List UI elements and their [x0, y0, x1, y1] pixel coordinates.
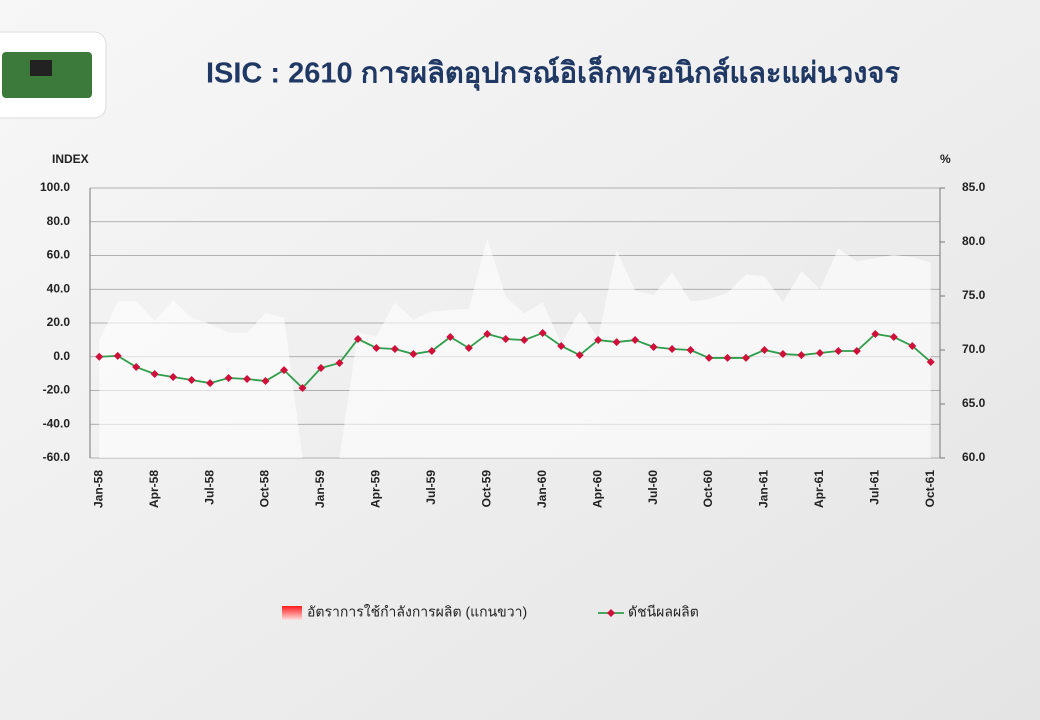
- y-tick-label: 40.0: [47, 281, 71, 295]
- chip-icon: [30, 60, 52, 76]
- y-tick-label: 80.0: [47, 214, 71, 228]
- marker: [409, 350, 418, 359]
- marker: [686, 346, 695, 354]
- marker: [908, 341, 917, 350]
- x-tick-label: Jan-61: [757, 470, 771, 508]
- legend-label: ดัชนีผลผลิต: [628, 604, 699, 620]
- marker: [261, 377, 270, 386]
- marker: [501, 335, 510, 344]
- marker: [557, 341, 566, 350]
- y2-tick-label: 60.0: [962, 450, 986, 464]
- y2-tick-label: 85.0: [962, 180, 986, 194]
- marker: [483, 329, 492, 338]
- marker: [926, 357, 935, 366]
- y-tick-label: 20.0: [47, 315, 71, 329]
- marker: [464, 343, 473, 352]
- y2-tick-label: 70.0: [962, 342, 986, 356]
- legend-marker: [607, 609, 615, 617]
- marker: [187, 376, 196, 385]
- marker: [132, 363, 141, 372]
- marker: [520, 336, 529, 345]
- marker: [723, 353, 732, 362]
- x-tick-label: Jan-60: [535, 470, 549, 508]
- y-tick-label: 100.0: [40, 180, 70, 194]
- marker: [741, 353, 750, 362]
- marker: [760, 346, 769, 354]
- y-axis-label: INDEX: [52, 152, 89, 166]
- y-tick-label: -20.0: [43, 383, 71, 397]
- marker: [631, 336, 640, 345]
- area: [99, 238, 931, 458]
- marker: [335, 358, 344, 367]
- marker: [150, 369, 159, 378]
- marker: [206, 379, 215, 388]
- marker: [889, 333, 898, 342]
- x-tick-label: Jul-61: [867, 470, 881, 505]
- marker: [298, 383, 307, 392]
- marker: [390, 344, 399, 353]
- x-tick-label: Oct-61: [923, 470, 937, 508]
- marker: [224, 374, 233, 383]
- marker: [668, 344, 677, 353]
- marker: [871, 329, 880, 338]
- marker: [95, 352, 104, 361]
- marker: [815, 349, 824, 358]
- marker: [427, 347, 436, 356]
- marker: [169, 373, 178, 381]
- marker: [113, 351, 122, 360]
- x-tick-label: Apr-61: [812, 470, 826, 508]
- y2-axis-label: %: [940, 152, 951, 166]
- y-tick-label: -60.0: [43, 450, 71, 464]
- marker: [316, 364, 325, 373]
- marker: [538, 328, 547, 337]
- chart-title: ISIC : 2610 การผลิตอุปกรณ์อิเล็กทรอนิกส์…: [206, 55, 900, 91]
- y2-tick-label: 80.0: [962, 234, 986, 248]
- marker: [353, 335, 362, 344]
- marker: [612, 338, 621, 347]
- marker: [649, 342, 658, 351]
- x-tick-label: Jan-58: [91, 470, 105, 508]
- y-tick-label: -40.0: [43, 416, 71, 430]
- x-tick-label: Oct-60: [701, 470, 715, 508]
- marker: [575, 351, 584, 360]
- marker: [778, 350, 787, 359]
- x-tick-label: Jul-58: [202, 470, 216, 505]
- marker: [243, 375, 252, 384]
- line: [99, 331, 932, 390]
- marker: [797, 351, 806, 360]
- legend-swatch: [282, 606, 302, 620]
- x-tick-label: Oct-59: [479, 470, 493, 508]
- y-tick-label: 60.0: [47, 248, 71, 262]
- x-tick-label: Jan-59: [313, 470, 327, 508]
- marker: [280, 366, 289, 375]
- marker: [705, 353, 714, 362]
- x-tick-label: Jul-60: [646, 470, 660, 505]
- marker: [372, 343, 381, 352]
- x-tick-label: Apr-59: [369, 470, 383, 508]
- y2-tick-label: 75.0: [962, 288, 986, 302]
- x-tick-label: Apr-60: [590, 470, 604, 508]
- x-tick-label: Oct-58: [258, 470, 272, 508]
- legend-label: อัตราการใช้กำลังการผลิต (แกนขวา): [307, 604, 527, 620]
- x-tick-label: Apr-58: [147, 470, 161, 508]
- marker: [852, 347, 861, 356]
- y2-tick-label: 65.0: [962, 396, 986, 410]
- y-tick-label: 0.0: [53, 349, 70, 363]
- marker: [594, 336, 603, 345]
- x-tick-label: Jul-59: [424, 470, 438, 505]
- marker: [834, 347, 843, 356]
- marker: [446, 333, 455, 342]
